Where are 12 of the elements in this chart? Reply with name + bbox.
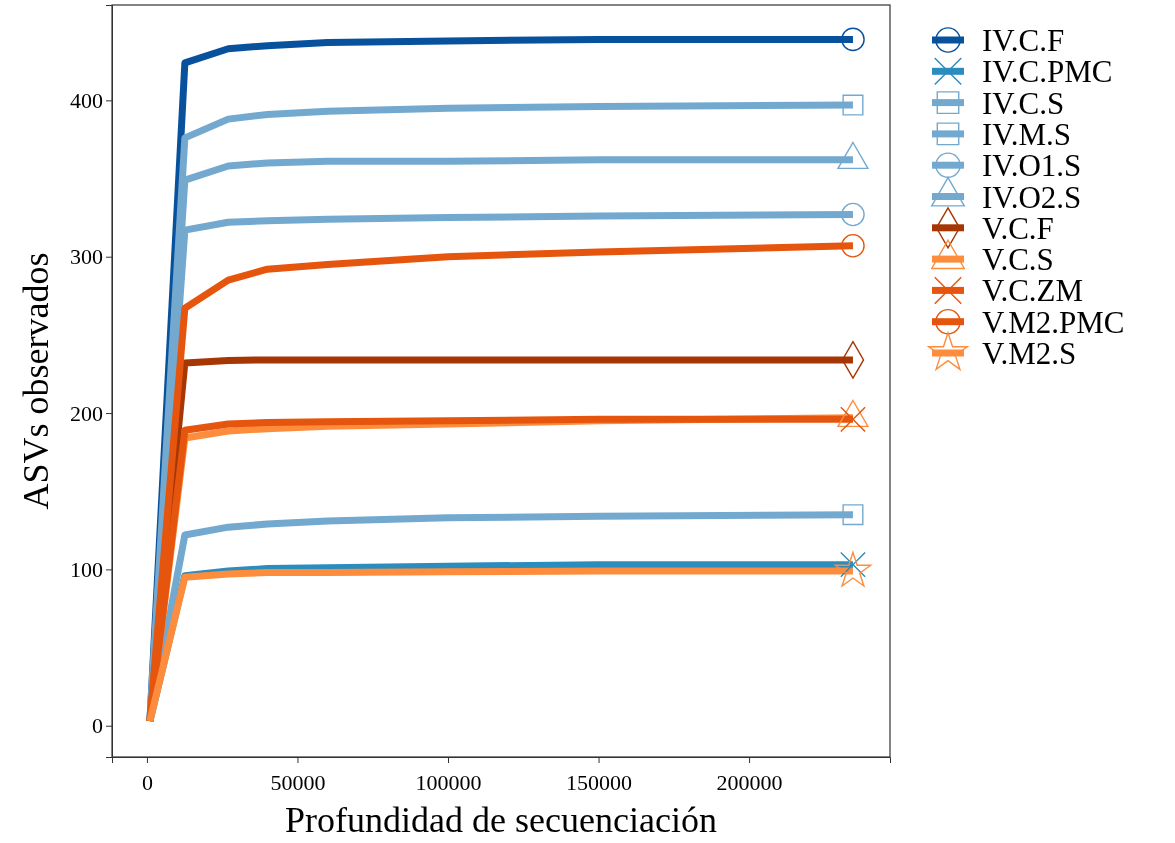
y-tick-label: 300 — [70, 244, 103, 270]
y-axis-title: ASVs observados — [16, 252, 56, 510]
y-tick-label: 0 — [92, 713, 103, 739]
x-tick-label: 150000 — [566, 770, 633, 796]
y-tick-label: 100 — [70, 556, 103, 582]
x-tick-label: 50000 — [270, 770, 326, 796]
x-tick-label: 100000 — [415, 770, 482, 796]
x-tick-label: 200000 — [716, 770, 783, 796]
x-axis-title: Profundidad de secuenciación — [285, 800, 717, 840]
y-tick-label: 400 — [70, 87, 103, 113]
x-tick-label: 0 — [141, 770, 153, 796]
y-tick-label: 200 — [70, 400, 103, 426]
